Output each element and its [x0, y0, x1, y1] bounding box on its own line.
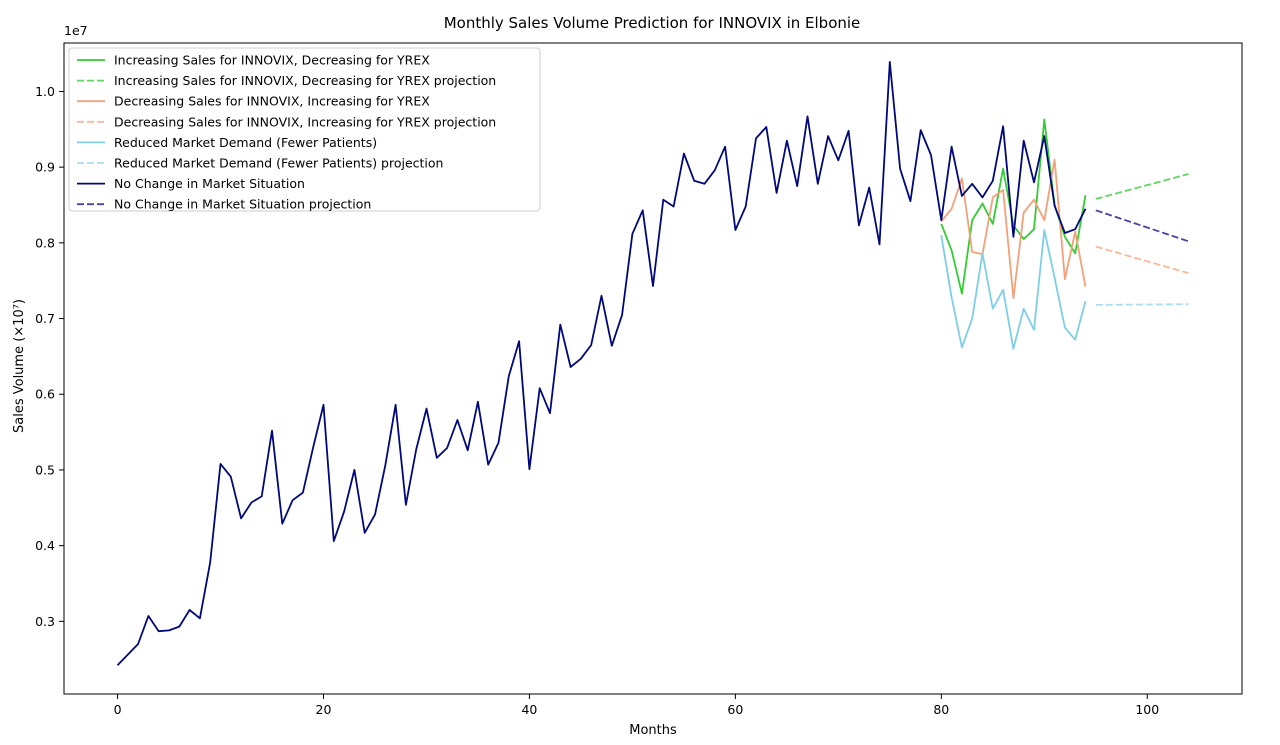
series-line-3-decreasing-sales-for-innovix-increasing-for-yrex [940, 158, 1087, 300]
series-line-8-no-change-in-market-situation-projection [1095, 209, 1189, 243]
x-axis: 0 20 40 60 80 100 [114, 694, 1159, 717]
series-line-6-reduced-market-demand-fewer-patients-projection [1095, 303, 1189, 306]
legend-label: Reduced Market Demand (Fewer Patients) [114, 135, 377, 150]
series-line-2-increasing-sales-for-innovix-decreasing-for-yrex-projection [1095, 173, 1189, 200]
legend-label: Increasing Sales for INNOVIX, Decreasing… [114, 53, 430, 68]
x-tick-label: 80 [933, 702, 949, 717]
legend-box [68, 47, 541, 212]
x-tick-label: 20 [316, 702, 332, 717]
legend-label: Reduced Market Demand (Fewer Patients) p… [114, 156, 443, 171]
x-tick-label: 0 [114, 702, 122, 717]
y-tick-label: 0.6 [35, 387, 55, 402]
y-tick-label: 0.3 [35, 614, 55, 629]
axes-frame [63, 42, 1243, 695]
legend-label: No Change in Market Situation [114, 176, 305, 191]
series-line-5-reduced-market-demand-fewer-patients [940, 229, 1087, 350]
y-tick-label: 0.4 [35, 538, 55, 553]
y-tick-label: 0.9 [35, 160, 55, 175]
x-tick-label: 40 [521, 702, 537, 717]
x-tick-label: 100 [1135, 702, 1159, 717]
x-tick-label: 60 [727, 702, 743, 717]
legend-label: Decreasing Sales for INNOVIX, Increasing… [114, 114, 496, 129]
x-axis-label: Months [629, 723, 677, 738]
legend-label: No Change in Market Situation projection [114, 197, 371, 212]
y-tick-label: 0.7 [35, 311, 55, 326]
plot-area [116, 61, 1189, 666]
y-tick-label: 0.8 [35, 235, 55, 250]
y-axis-offset-label: 1e7 [64, 23, 88, 38]
y-axis: 0.3 0.4 0.5 0.6 0.7 0.8 0.9 1.0 [35, 84, 64, 629]
legend: Increasing Sales for INNOVIX, Decreasing… [68, 47, 541, 212]
series-line-4-decreasing-sales-for-innovix-increasing-for-yrex-projection [1095, 245, 1189, 274]
y-tick-label: 0.5 [35, 462, 55, 477]
series-line-7-no-change-in-market-situation [116, 61, 1087, 666]
chart-title: Monthly Sales Volume Prediction for INNO… [444, 14, 861, 32]
legend-label: Decreasing Sales for INNOVIX, Increasing… [114, 94, 430, 109]
y-axis-label: Sales Volume (×10⁷) [12, 299, 27, 433]
legend-label: Increasing Sales for INNOVIX, Decreasing… [114, 73, 496, 88]
y-tick-label: 1.0 [35, 84, 55, 99]
